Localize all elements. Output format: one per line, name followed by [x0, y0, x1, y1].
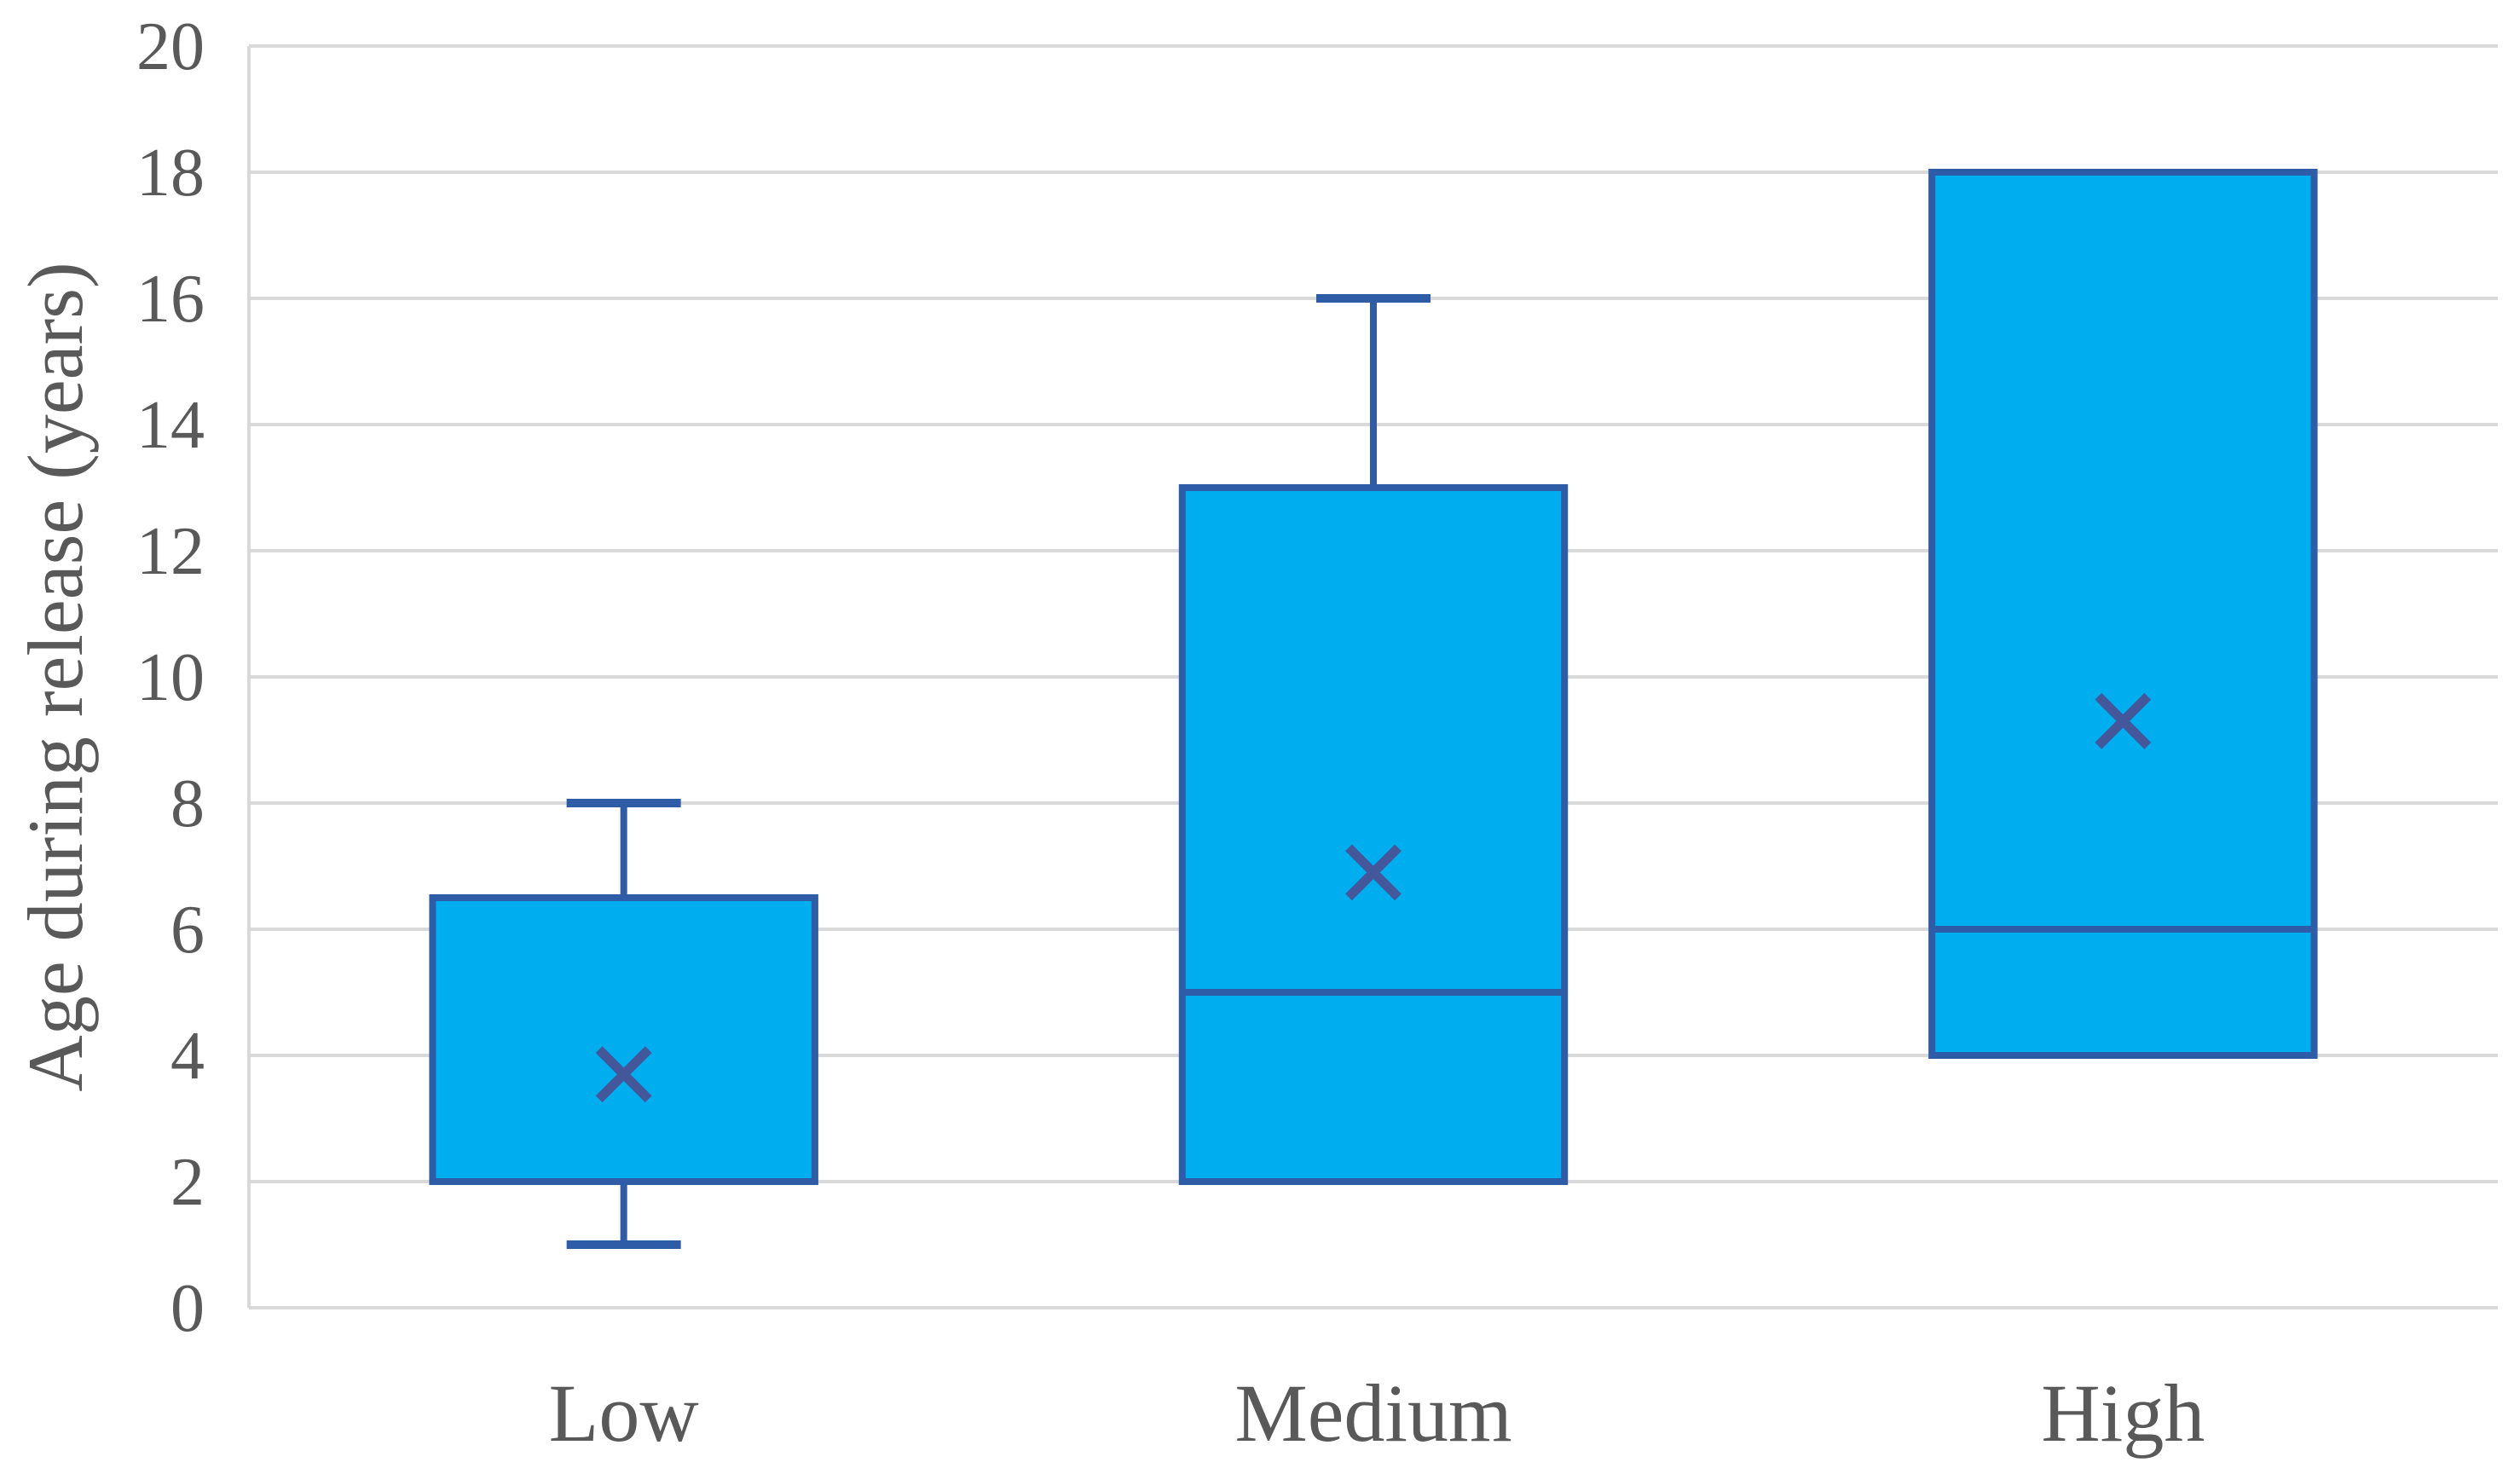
y-axis-title: Age during release (years) — [12, 262, 99, 1091]
labels-layer: 0 2 4 6 8 10 12 14 16 18 20 Low Medium High — [136, 9, 2205, 1459]
y-tick-label-10: 10 — [136, 640, 205, 715]
x-category-label-high: High — [2041, 1367, 2205, 1459]
box-low — [429, 799, 818, 1249]
box-high — [1928, 169, 2318, 1059]
iqr-box-high — [1928, 169, 2318, 1059]
mean-marker-low — [595, 1046, 652, 1103]
iqr-box-medium — [1178, 484, 1569, 1185]
box-medium — [1178, 294, 1569, 1185]
mean-marker-high — [2095, 692, 2152, 749]
y-tick-label-2: 2 — [171, 1145, 205, 1220]
y-tick-label-6: 6 — [171, 893, 205, 968]
y-tick-label-0: 0 — [171, 1271, 205, 1346]
y-tick-label-20: 20 — [136, 9, 205, 84]
y-tick-label-16: 16 — [136, 262, 205, 337]
y-tick-label-12: 12 — [136, 514, 205, 589]
mean-marker-medium — [1345, 844, 1402, 901]
y-tick-label-18: 18 — [136, 136, 205, 211]
y-tick-label-4: 4 — [171, 1019, 205, 1094]
iqr-box-low — [429, 894, 818, 1185]
x-category-label-medium: Medium — [1234, 1367, 1511, 1459]
x-category-label-low: Low — [549, 1367, 699, 1459]
y-tick-label-8: 8 — [171, 766, 205, 841]
boxes-layer — [429, 169, 2318, 1249]
y-tick-label-14: 14 — [136, 388, 205, 463]
